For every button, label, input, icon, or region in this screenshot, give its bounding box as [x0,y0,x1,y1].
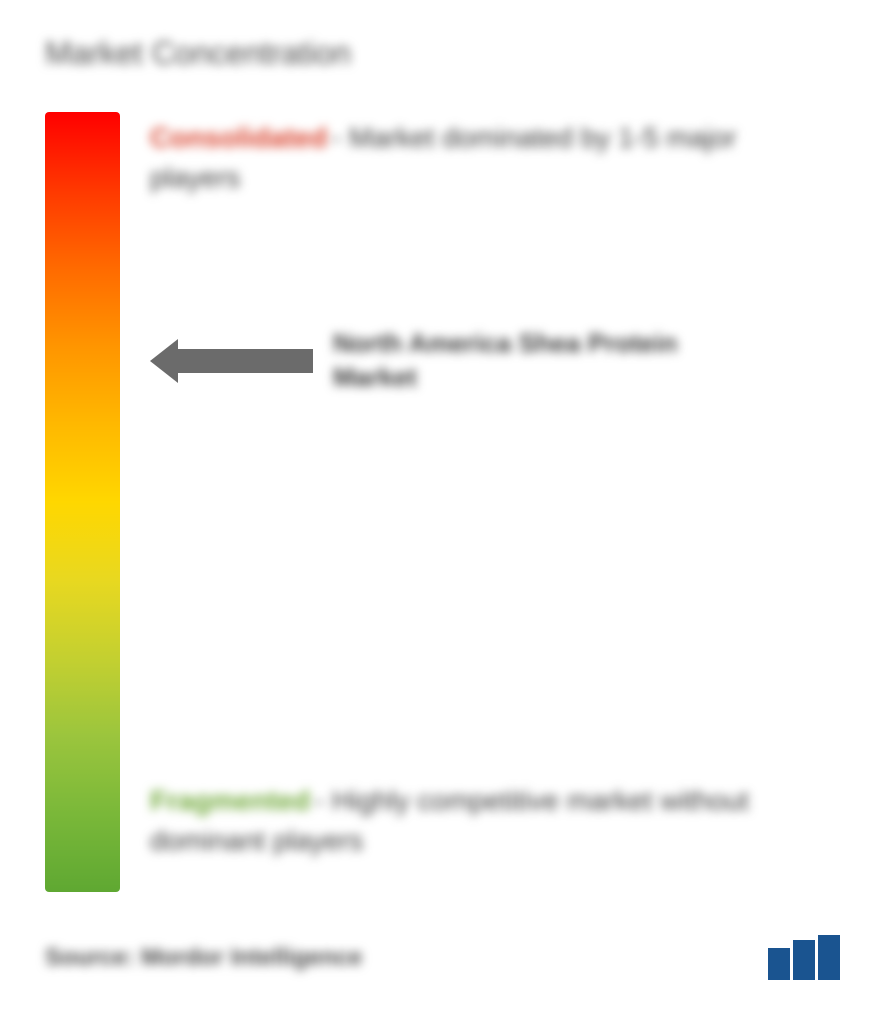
market-position-marker: North America Shea Protein Market [150,327,677,395]
marker-text-line2: Market [333,361,677,395]
fragmented-label: Fragmented [150,785,310,816]
fragmented-description: - Highly competitive market without [315,785,749,816]
consolidated-section: Consolidated - Market dominated by 1-5 m… [150,122,840,194]
source-attribution: Source: Mordor Intelligence [45,944,362,972]
marker-text-line1: North America Shea Protein [333,327,677,361]
consolidated-description-line2: players [150,162,840,194]
concentration-gradient-bar [45,112,120,892]
main-content: Consolidated - Market dominated by 1-5 m… [45,112,840,892]
content-area: Consolidated - Market dominated by 1-5 m… [150,112,840,892]
consolidated-description: - Market dominated by 1-5 major [332,122,737,153]
marker-label: North America Shea Protein Market [333,327,677,395]
consolidated-label: Consolidated [150,122,327,153]
fragmented-section: Fragmented - Highly competitive market w… [150,785,840,857]
logo-icon [768,935,840,980]
footer: Source: Mordor Intelligence [45,935,840,980]
fragmented-description-line2: dominant players [150,825,840,857]
page-title: Market Concentration [45,35,840,72]
arrow-icon [150,339,313,383]
